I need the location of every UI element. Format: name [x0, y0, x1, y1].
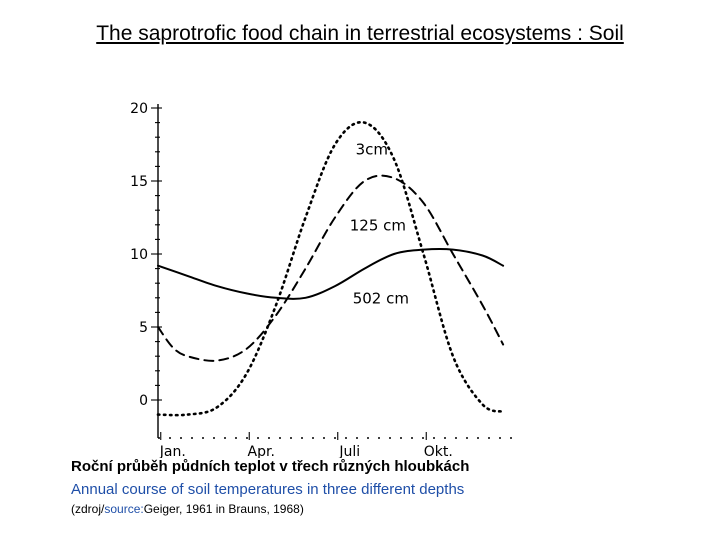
caption-czech: Roční průběh půdních teplot v třech různ… — [71, 458, 470, 475]
slide-title: The saprotrofic food chain in terrestria… — [96, 22, 624, 45]
source-rest: Geiger, 1961 in Brauns, 1968) — [143, 502, 304, 516]
series-line-3cm — [156, 120, 505, 417]
y-tick-label: 20 — [130, 101, 148, 117]
y-tick-label: 10 — [130, 247, 148, 263]
source-prefix: (zdroj/ — [71, 502, 105, 516]
x-tick-label: Juli — [338, 444, 360, 458]
series-line-502cm — [157, 247, 505, 300]
series-label-125cm: 125 cm — [350, 217, 406, 235]
caption-source: (zdroj/source:Geiger, 1961 in Brauns, 19… — [71, 502, 304, 516]
series-label-502cm: 502 cm — [353, 290, 409, 308]
soil-temperature-chart: 0 5 10 15 20 Jan. Apr. Juli Okt. 3cm 125 cm 502 cm — [130, 101, 512, 458]
source-word: source: — [104, 502, 144, 516]
y-tick-label: 15 — [130, 174, 148, 190]
x-tick-label: Okt. — [424, 444, 453, 458]
x-tick-label: Jan. — [159, 444, 186, 458]
series-label-3cm: 3cm — [356, 141, 388, 159]
series-line-125cm — [157, 174, 505, 362]
x-tick-label: Apr. — [248, 444, 275, 458]
y-tick-label: 0 — [139, 393, 148, 409]
caption-english: Annual course of soil temperatures in th… — [71, 481, 465, 498]
y-tick-label: 5 — [139, 320, 148, 336]
